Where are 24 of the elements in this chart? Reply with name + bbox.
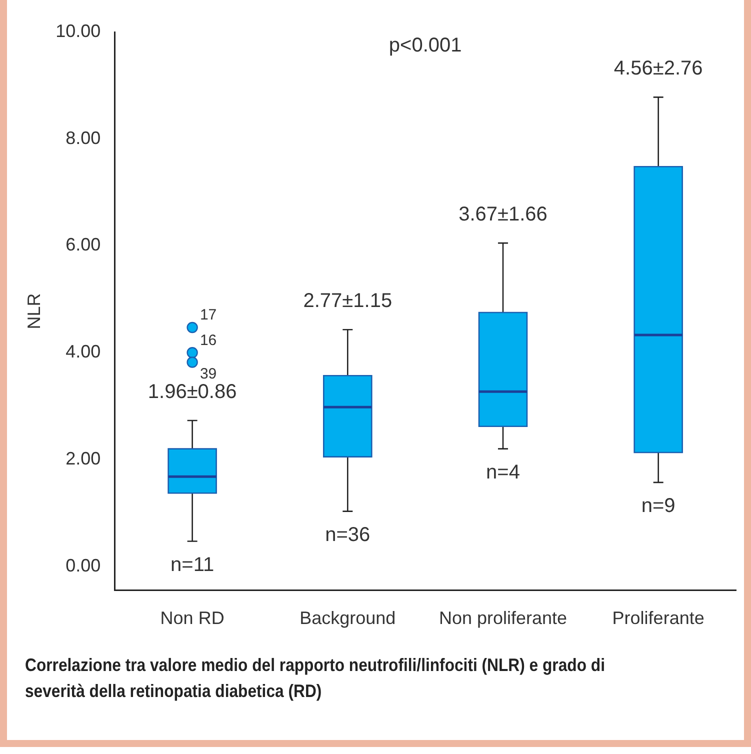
annotation: n=11 [170, 554, 214, 576]
annotation: p<0.001 [388, 34, 462, 57]
y-tick-label: 2.00 [66, 448, 101, 468]
annotation: n=9 [641, 494, 676, 517]
y-tick-label: 8.00 [66, 128, 101, 148]
annotation: 4.56±2.76 [614, 58, 703, 80]
text: Correlazione tra valore medio del rapporto neutrofili/linfociti (NLR) e grado di severità della retinopatia diabetica (RD) [25, 654, 606, 703]
y-tick-label: 6.00 [66, 234, 101, 255]
x-tick-label: Non proliferante [438, 608, 568, 628]
annotation: 16 [200, 332, 217, 349]
annotation: 17 [200, 306, 217, 324]
annotation: 3.67±1.66 [458, 204, 548, 226]
annotation: 1.96±0.86 [148, 380, 237, 403]
y-tick-label: 10.00 [56, 20, 101, 41]
x-tick-label: Proliferante [612, 608, 704, 628]
annotation: 39 [200, 365, 217, 382]
x-tick-label: Background [300, 608, 396, 628]
y-axis-title: NLR [24, 293, 44, 330]
annotation: 2.77±1.15 [303, 290, 392, 312]
x-tick-label: Non RD [160, 608, 224, 628]
y-tick-label: 0.00 [66, 555, 101, 576]
annotation: n=4 [486, 461, 520, 484]
y-tick-label: 4.00 [66, 342, 101, 362]
annotation: n=36 [325, 524, 370, 546]
